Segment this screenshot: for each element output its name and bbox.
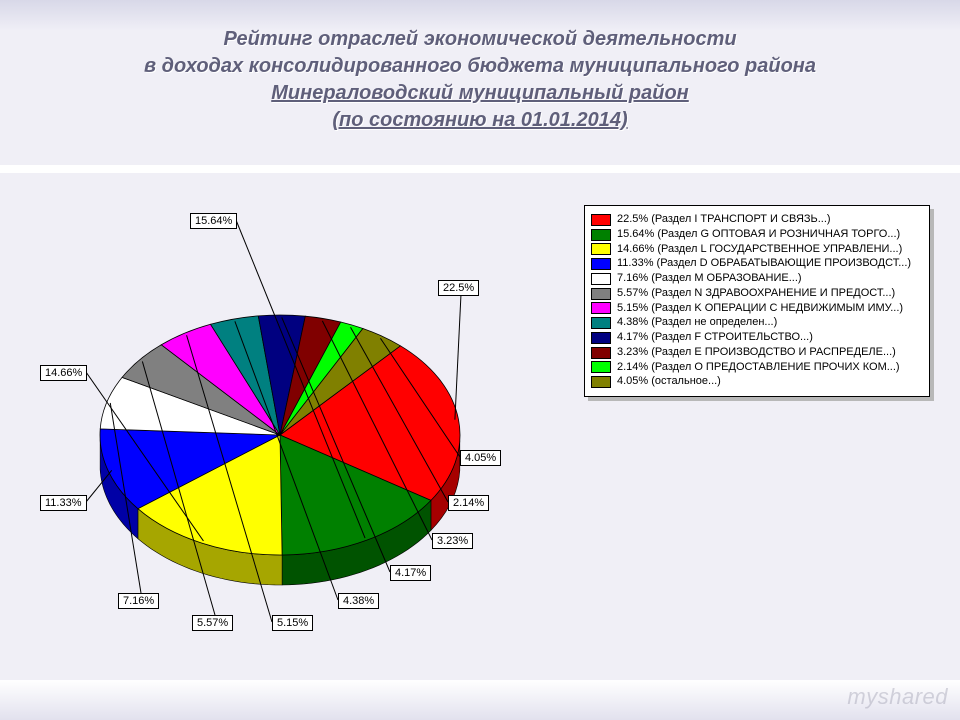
slice-label: 5.15% [272, 615, 313, 631]
legend-row: 5.15% (Раздел K ОПЕРАЦИИ С НЕДВИЖИМЫМ ИМ… [591, 302, 921, 316]
slice-label: 5.57% [192, 615, 233, 631]
legend-row: 3.23% (Раздел E ПРОИЗВОДСТВО И РАСПРЕДЕЛ… [591, 346, 921, 360]
slice-label: 11.33% [40, 495, 87, 511]
legend-swatch [591, 361, 611, 373]
slice-label: 15.64% [190, 213, 237, 229]
slide-title: Рейтинг отраслей экономической деятельно… [0, 26, 960, 134]
legend-text: 5.15% (Раздел K ОПЕРАЦИИ С НЕДВИЖИМЫМ ИМ… [617, 302, 921, 316]
legend-text: 4.17% (Раздел F СТРОИТЕЛЬСТВО...) [617, 331, 921, 345]
legend-row: 15.64% (Раздел G ОПТОВАЯ И РОЗНИЧНАЯ ТОР… [591, 228, 921, 242]
legend-row: 2.14% (Раздел O ПРЕДОСТАВЛЕНИЕ ПРОЧИХ КО… [591, 361, 921, 375]
bg-band [0, 165, 960, 173]
legend-row: 11.33% (Раздел D ОБРАБАТЫВАЮЩИЕ ПРОИЗВОД… [591, 257, 921, 271]
legend-text: 4.05% (остальное...) [617, 375, 921, 389]
legend-swatch [591, 243, 611, 255]
legend-text: 4.38% (Раздел не определен...) [617, 316, 921, 330]
legend-swatch [591, 214, 611, 226]
legend-swatch [591, 376, 611, 388]
legend-swatch [591, 347, 611, 359]
slice-label: 4.17% [390, 565, 431, 581]
slice-label: 4.05% [460, 450, 501, 466]
legend-text: 5.57% (Раздел N ЗДРАВООХРАНЕНИЕ И ПРЕДОС… [617, 287, 921, 301]
slice-label: 7.16% [118, 593, 159, 609]
legend-row: 5.57% (Раздел N ЗДРАВООХРАНЕНИЕ И ПРЕДОС… [591, 287, 921, 301]
slice-label: 3.23% [432, 533, 473, 549]
legend-swatch [591, 288, 611, 300]
slice-label: 22.5% [438, 280, 479, 296]
slice-label: 2.14% [448, 495, 489, 511]
title-line-4: (по состоянию на 01.01.2014) [40, 107, 920, 134]
legend-swatch [591, 258, 611, 270]
title-line-3: Минераловодский муниципальный район [40, 80, 920, 107]
watermark: myshared [847, 684, 948, 710]
pie-labels-layer: 22.5% 15.64% 14.66% 11.33% 7.16% 5.57% 5.15% 4.… [40, 195, 520, 655]
slice-label: 4.38% [338, 593, 379, 609]
legend-text: 22.5% (Раздел I ТРАНСПОРТ И СВЯЗЬ...) [617, 213, 921, 227]
legend-text: 7.16% (Раздел M ОБРАЗОВАНИЕ...) [617, 272, 921, 286]
bg-band [0, 680, 960, 720]
legend-swatch [591, 332, 611, 344]
slice-label: 14.66% [40, 365, 87, 381]
legend-row: 4.17% (Раздел F СТРОИТЕЛЬСТВО...) [591, 331, 921, 345]
legend-swatch [591, 302, 611, 314]
legend-row: 4.38% (Раздел не определен...) [591, 316, 921, 330]
legend-text: 15.64% (Раздел G ОПТОВАЯ И РОЗНИЧНАЯ ТОР… [617, 228, 921, 242]
title-line-2: в доходах консолидированного бюджета мун… [40, 53, 920, 80]
legend-row: 14.66% (Раздел L ГОСУДАРСТВЕННОЕ УПРАВЛЕ… [591, 243, 921, 257]
legend-row: 4.05% (остальное...) [591, 375, 921, 389]
legend-swatch [591, 229, 611, 241]
pie-chart: 22.5% 15.64% 14.66% 11.33% 7.16% 5.57% 5.15% 4.… [40, 195, 520, 655]
title-line-1: Рейтинг отраслей экономической деятельно… [40, 26, 920, 53]
legend-text: 2.14% (Раздел O ПРЕДОСТАВЛЕНИЕ ПРОЧИХ КО… [617, 361, 921, 375]
legend-text: 14.66% (Раздел L ГОСУДАРСТВЕННОЕ УПРАВЛЕ… [617, 243, 921, 257]
legend-swatch [591, 317, 611, 329]
legend-swatch [591, 273, 611, 285]
legend-row: 22.5% (Раздел I ТРАНСПОРТ И СВЯЗЬ...) [591, 213, 921, 227]
legend-text: 3.23% (Раздел E ПРОИЗВОДСТВО И РАСПРЕДЕЛ… [617, 346, 921, 360]
chart-legend: 22.5% (Раздел I ТРАНСПОРТ И СВЯЗЬ...)15.… [584, 205, 930, 397]
legend-text: 11.33% (Раздел D ОБРАБАТЫВАЮЩИЕ ПРОИЗВОД… [617, 257, 921, 271]
legend-row: 7.16% (Раздел M ОБРАЗОВАНИЕ...) [591, 272, 921, 286]
